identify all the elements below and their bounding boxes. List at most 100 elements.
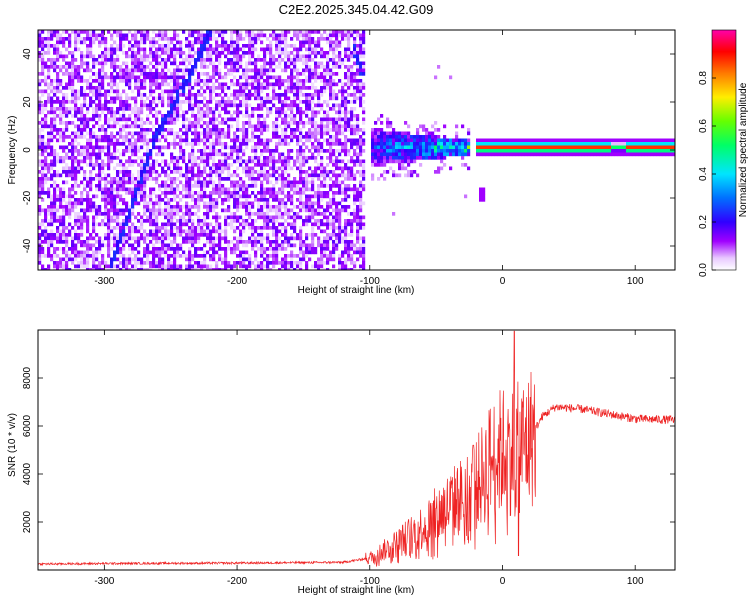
heatmap-cell xyxy=(176,68,180,73)
heatmap-cell xyxy=(170,103,174,108)
heatmap-cell xyxy=(197,268,201,270)
heatmap-cell xyxy=(176,247,180,251)
heatmap-cell xyxy=(353,93,357,97)
heatmap-cell xyxy=(173,205,177,209)
heatmap-cell xyxy=(194,201,198,206)
heatmap-cell xyxy=(197,215,201,220)
heatmap-cell xyxy=(329,250,333,255)
heatmap-cell xyxy=(170,261,174,265)
heatmap-cell xyxy=(260,138,264,143)
heatmap-cell xyxy=(203,180,207,185)
heatmap-cell xyxy=(332,103,336,108)
heatmap-cell xyxy=(200,33,204,38)
heatmap-cell xyxy=(203,79,207,83)
heatmap-cell xyxy=(56,86,60,90)
heatmap-cell xyxy=(62,229,66,234)
heatmap-cell xyxy=(347,72,351,76)
heatmap-cell xyxy=(347,40,351,45)
heatmap-cell xyxy=(152,243,156,248)
heatmap-cell xyxy=(86,54,90,59)
heatmap-cell xyxy=(167,243,171,248)
heatmap-cell xyxy=(158,173,162,178)
heatmap-cell xyxy=(260,107,264,111)
heatmap-cell xyxy=(149,75,153,80)
heatmap-cell xyxy=(191,107,195,111)
heatmap-cell xyxy=(311,124,315,129)
heatmap-cell xyxy=(47,100,51,104)
heatmap-cell xyxy=(89,170,93,174)
heatmap-cell xyxy=(272,191,276,195)
heatmap-cell xyxy=(215,229,219,234)
heatmap-cell xyxy=(200,47,204,52)
heatmap-cell xyxy=(212,250,216,255)
heatmap-cell xyxy=(164,229,168,234)
heatmap-cell xyxy=(71,240,75,244)
heatmap-cell xyxy=(38,145,42,150)
heatmap-cell xyxy=(251,236,255,241)
heatmap-cell xyxy=(92,149,96,153)
heatmap-cell xyxy=(107,156,111,160)
heatmap-cell xyxy=(290,254,294,258)
heatmap-cell xyxy=(86,110,90,115)
heatmap-cell xyxy=(65,257,69,262)
heatmap-cell xyxy=(68,205,72,209)
heatmap-cell xyxy=(83,219,87,223)
heatmap-cell xyxy=(194,96,198,101)
heatmap-cell xyxy=(41,180,45,185)
heatmap-cell xyxy=(176,243,180,248)
heatmap-cell xyxy=(260,184,264,188)
heatmap-cell xyxy=(119,229,123,234)
heatmap-cell xyxy=(131,131,135,136)
heatmap-cell xyxy=(323,177,327,181)
heatmap-cell xyxy=(191,110,195,115)
heatmap-cell xyxy=(167,215,171,220)
heatmap-cell xyxy=(218,114,222,118)
heatmap-cell xyxy=(188,61,192,66)
heatmap-cell xyxy=(209,121,213,125)
heatmap-cell xyxy=(302,40,306,45)
heatmap-cell xyxy=(338,44,342,48)
heatmap-cell xyxy=(62,166,66,171)
heatmap-cell xyxy=(329,96,333,101)
heatmap-cell xyxy=(188,82,192,87)
heatmap-cell xyxy=(215,131,219,136)
heatmap-cell xyxy=(110,33,114,38)
heatmap-cell xyxy=(284,268,288,270)
heatmap-cell xyxy=(359,47,363,52)
heatmap-cell xyxy=(200,37,204,41)
heatmap-cell xyxy=(323,243,327,248)
heatmap-cell xyxy=(203,233,207,237)
heatmap-cell xyxy=(68,100,72,104)
heatmap-cell xyxy=(233,243,237,248)
heatmap-cell xyxy=(290,236,294,241)
heatmap-cell xyxy=(275,33,279,38)
heatmap-cell xyxy=(83,89,87,94)
heatmap-cell xyxy=(284,124,288,129)
heatmap-cell xyxy=(191,236,195,241)
heatmap-cell xyxy=(119,117,123,122)
heatmap-cell xyxy=(332,159,336,164)
heatmap-cell xyxy=(173,226,177,230)
heatmap-cell xyxy=(293,226,297,230)
heatmap-cell xyxy=(200,117,204,122)
heatmap-cell xyxy=(227,198,231,202)
heatmap-cell xyxy=(302,44,306,48)
heatmap-cell xyxy=(263,100,267,104)
heatmap-cell xyxy=(332,79,336,83)
heatmap-cell xyxy=(209,86,213,90)
heatmap-cell xyxy=(176,100,180,104)
heatmap-cell xyxy=(212,47,216,52)
heatmap-cell xyxy=(167,184,171,188)
heatmap-cell xyxy=(218,268,222,270)
heatmap-cell xyxy=(263,61,267,66)
heatmap-cell xyxy=(83,212,87,216)
heatmap-cell xyxy=(227,44,231,48)
heatmap-cell xyxy=(299,33,303,38)
heatmap-cell xyxy=(86,222,90,227)
heatmap-cell xyxy=(221,82,225,87)
heatmap-cell xyxy=(77,184,81,188)
heatmap-cell xyxy=(245,79,249,83)
heatmap-cell xyxy=(119,93,123,97)
heatmap-cell xyxy=(101,170,105,174)
heatmap-cell xyxy=(296,86,300,90)
